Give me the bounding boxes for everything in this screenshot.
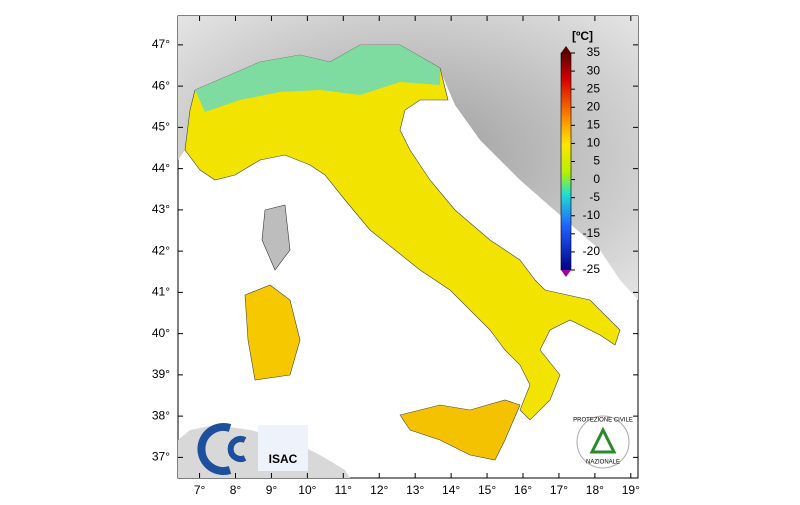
- lat-label: 46°: [152, 78, 170, 92]
- lat-label: 42°: [152, 243, 170, 257]
- colorbar: [560, 52, 572, 271]
- lat-label: 43°: [152, 202, 170, 216]
- colorbar-label: 5: [593, 154, 600, 168]
- lon-label: 18°: [586, 483, 604, 497]
- lon-label: 17°: [550, 483, 568, 497]
- lon-label: 8°: [230, 483, 242, 497]
- colorbar-bottom: [561, 270, 571, 277]
- sicily: [399, 399, 521, 461]
- colorbar-label: 0: [593, 172, 600, 186]
- lat-label: 47°: [152, 37, 170, 51]
- lat-label: 38°: [152, 408, 170, 422]
- pc-logo: [576, 415, 630, 469]
- colorbar-label: -5: [589, 190, 600, 204]
- lon-label: 12°: [370, 483, 388, 497]
- lon-label: 19°: [622, 483, 640, 497]
- terrain: [178, 16, 638, 300]
- lon-label: 15°: [478, 483, 496, 497]
- colorbar-label: 15: [587, 118, 601, 132]
- colorbar-label: 25: [587, 81, 601, 95]
- colorbar-label: 20: [587, 99, 601, 113]
- colorbar-label: 10: [587, 136, 601, 150]
- lat-label: 41°: [152, 285, 170, 299]
- pc-label: PROTEZIONE CIVILE: [573, 418, 633, 424]
- lon-label: 7°: [194, 483, 206, 497]
- colorbar-label: 30: [587, 63, 601, 77]
- alps-cold: [195, 45, 440, 112]
- isac-box: [258, 425, 308, 471]
- lon-label: 13°: [406, 483, 424, 497]
- pc-triangle: [589, 426, 617, 454]
- cnr-logo: [197, 423, 247, 475]
- isac-label: ISAC: [269, 452, 298, 466]
- pc-label: NAZIONALE: [586, 460, 620, 466]
- colorbar-top: [561, 46, 571, 53]
- colorbar-label: -15: [583, 226, 601, 240]
- lat-label: 45°: [152, 120, 170, 134]
- cnr-arc: [227, 436, 247, 462]
- lon-label: 10°: [298, 483, 316, 497]
- colorbar-label: 35: [587, 45, 601, 59]
- cnr-arc: [197, 423, 232, 475]
- colorbar-label: -25: [583, 262, 601, 276]
- colorbar-label: -10: [583, 208, 601, 222]
- lat-label: 40°: [152, 326, 170, 340]
- corsica: [261, 204, 291, 271]
- lat-label: 44°: [152, 161, 170, 175]
- colorbar-unit: [ºC]: [572, 29, 593, 43]
- lon-label: 16°: [514, 483, 532, 497]
- lon-label: 14°: [442, 483, 460, 497]
- colorbar-label: -20: [583, 244, 601, 258]
- lon-label: 11°: [335, 483, 352, 497]
- italy-mainland: [184, 44, 621, 421]
- lat-label: 37°: [152, 450, 170, 464]
- lat-label: 39°: [152, 367, 170, 381]
- sardinia: [244, 284, 301, 381]
- lon-label: 9°: [266, 483, 278, 497]
